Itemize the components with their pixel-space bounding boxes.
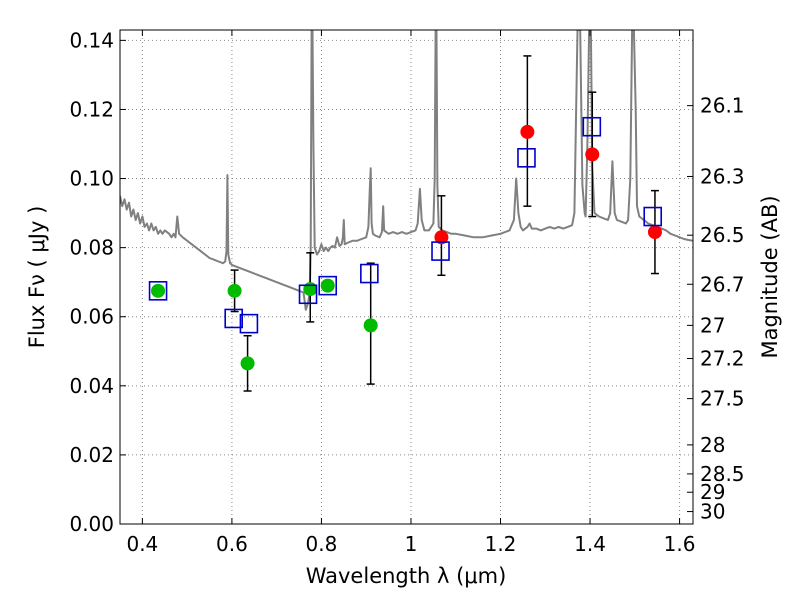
- magnitude-tick-label: 26.5: [700, 223, 745, 247]
- model-square: [431, 241, 450, 261]
- observed-red-point: [647, 225, 662, 240]
- x-tick-label: 0.4: [126, 532, 158, 556]
- model-square: [582, 116, 602, 137]
- magnitude-tick-label: 27.2: [700, 347, 745, 371]
- model-square: [360, 263, 379, 284]
- observed-green-point: [363, 318, 378, 333]
- observed-red-point: [434, 230, 449, 245]
- y-tick-label: 0.08: [69, 236, 114, 260]
- magnitude-tick-label: 27.5: [700, 387, 745, 411]
- observed-red-point: [585, 147, 600, 162]
- model-square: [224, 308, 244, 329]
- magnitude-tick-label: 28: [700, 433, 725, 457]
- model-square: [148, 281, 168, 301]
- x-axis-label: Wavelength λ (μm): [306, 564, 507, 588]
- observed-green-point: [320, 278, 335, 293]
- model-squares: [148, 116, 663, 334]
- observed-green-point: [151, 283, 166, 298]
- x-tick-label: 1.2: [485, 532, 517, 556]
- y-axis-ticks: 0.00 0.02 0.04 0.06 0.08 0.10 0.12 0.14: [69, 28, 126, 536]
- model-square: [298, 284, 318, 305]
- y-tick-label: 0.06: [69, 305, 114, 329]
- y-tick-label: 0.00: [69, 512, 114, 536]
- spectrum-path: [120, 30, 693, 311]
- y-tick-label: 0.12: [69, 97, 114, 121]
- observed-green-point: [303, 282, 318, 297]
- x-tick-label: 0.8: [306, 532, 338, 556]
- x-tick-label: 1.4: [574, 532, 606, 556]
- model-square: [318, 275, 338, 296]
- magnitude-tick-label: 26.1: [700, 94, 745, 118]
- y-tick-label: 0.04: [69, 374, 114, 398]
- y-tick-label: 0.10: [69, 167, 114, 191]
- y-axis-label: Flux Fν ( μJy ): [25, 206, 49, 349]
- observed-green-point: [240, 356, 255, 371]
- x-tick-label: 1.6: [664, 532, 696, 556]
- magnitude-tick-label: 27: [700, 313, 725, 337]
- plot-frame: [119, 29, 694, 525]
- magnitude-tick-label: 29: [700, 480, 725, 504]
- magnitude-axis-label: Magnitude (AB): [758, 195, 782, 358]
- y-tick-label: 0.14: [69, 28, 114, 52]
- model-square: [239, 313, 259, 334]
- model-square: [517, 148, 536, 168]
- x-axis-ticks: 0.4 0.6 0.8 1 1.2 1.4 1.6: [126, 30, 695, 556]
- x-tick-label: 1: [405, 532, 418, 556]
- y-tick-label: 0.02: [69, 443, 114, 467]
- magnitude-tick-label: 26.7: [700, 272, 745, 296]
- observed-green-point: [227, 283, 242, 298]
- magnitude-tick-label: 28.5: [700, 462, 745, 486]
- observed-red-point: [520, 124, 535, 139]
- x-tick-label: 0.6: [216, 532, 248, 556]
- model-square: [643, 206, 663, 227]
- magnitude-tick-label: 30: [700, 500, 725, 524]
- spectrum-line: [120, 30, 693, 311]
- magnitude-tick-label: 26.3: [700, 164, 745, 188]
